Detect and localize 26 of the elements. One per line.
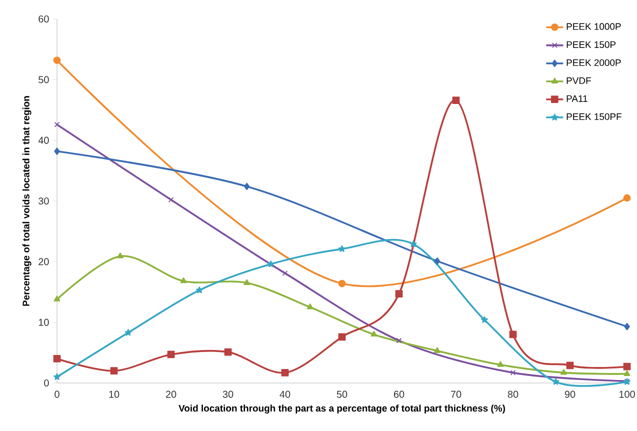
x-tick-label: 50 <box>336 390 348 398</box>
x-tick-label: 70 <box>450 390 462 398</box>
x-tick-label: 20 <box>166 390 176 398</box>
legend-label: PA11 <box>566 95 588 102</box>
y-tick-label: 50 <box>38 76 49 84</box>
y-tick-label: 60 <box>38 15 49 23</box>
x-tick-label: 60 <box>394 390 404 398</box>
y-tick-label: 20 <box>38 258 49 266</box>
x-tick-label: 80 <box>508 390 518 398</box>
y-tick-label: 30 <box>38 197 49 205</box>
x-tick-label: 100 <box>619 390 635 398</box>
legend-label: PEEK 2000P <box>566 59 621 66</box>
legend-label: PVDF <box>566 77 591 84</box>
legend-label: PEEK 150PF <box>566 113 622 120</box>
x-tick-label: 0 <box>54 390 60 398</box>
x-tick-label: 30 <box>222 390 234 398</box>
x-tick-label: 40 <box>280 390 290 398</box>
legend-label: PEEK 1000P <box>566 23 621 30</box>
y-tick-label: 0 <box>44 379 49 387</box>
y-tick-label: 10 <box>38 318 49 326</box>
y-axis-title: Percentage of total voids located in that region <box>22 96 32 306</box>
legend-label: PEEK 150P <box>566 41 616 48</box>
y-tick-label: 40 <box>38 136 49 144</box>
x-axis-title: Void location through the part as a percentage of total part thickness (%) <box>178 404 505 414</box>
x-tick-label: 10 <box>109 390 120 398</box>
x-tick-label: 90 <box>564 390 576 398</box>
